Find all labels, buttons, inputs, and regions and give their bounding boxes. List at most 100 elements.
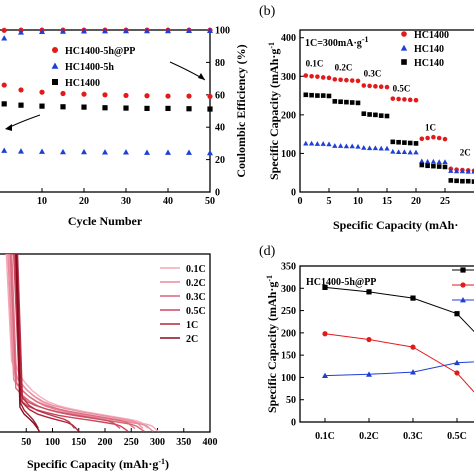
- panel-b-data-point: [343, 143, 350, 149]
- panel-b-data-point: [349, 143, 355, 149]
- panel-a-data-point: [165, 93, 171, 99]
- panel-b-data-point: [384, 145, 390, 151]
- panel-b-data-point: [355, 78, 361, 84]
- panel-b-rate-label: 0.3C: [364, 68, 382, 78]
- panel-c-legend-label: 1C: [186, 320, 198, 331]
- panel-c-legend-label: 0.2C: [186, 278, 206, 289]
- panel-b-data-point: [448, 178, 454, 183]
- panel-a-data-point: [60, 28, 66, 34]
- panel-b-data-point: [425, 135, 430, 141]
- panel-b-data-point: [332, 99, 338, 104]
- panel-a-data-point: [60, 104, 66, 110]
- panel-a-legend-marker: [52, 47, 58, 53]
- panel-b-data-point: [384, 84, 390, 90]
- panel-b-data-point: [373, 84, 378, 89]
- panel-a-legend-label: HC1400: [65, 78, 100, 89]
- panel-a-data-point: [60, 148, 66, 155]
- panel-b-data-point: [407, 140, 413, 146]
- panel-a-data-point: [207, 149, 213, 156]
- panel-b-data-point: [465, 178, 471, 184]
- panel-b-data-point: [320, 93, 326, 98]
- panel-b-data-point: [395, 149, 402, 155]
- panel-a-data-point: [1, 147, 8, 153]
- panel-b-data-point: [419, 136, 425, 142]
- panel-a-data-point: [123, 105, 129, 111]
- panel-b-data-point: [361, 111, 367, 116]
- panel-b-label: (b): [259, 4, 276, 19]
- panel-a-data-point: [1, 27, 7, 33]
- panel-c-x-tick-label: 350: [176, 437, 191, 448]
- panel-b-data-point: [436, 135, 442, 141]
- panel-b-data-point: [390, 96, 396, 101]
- panel-d-y-tick-label: 350: [281, 262, 296, 273]
- panel-b-data-point: [349, 100, 355, 105]
- panel-c-x-tick-label: 250: [124, 437, 139, 448]
- panel-b-legend-marker: [401, 59, 407, 65]
- panel-d-y-tick-label: 150: [281, 351, 296, 362]
- panel-a-data-point: [102, 105, 108, 111]
- panel-c-series-line-charge: [14, 254, 121, 429]
- panel-d-data-point: [410, 344, 416, 350]
- panel-a-data-point: [81, 91, 87, 97]
- panel-d-series-line: [324, 361, 474, 377]
- panel-b-data-point: [436, 159, 442, 165]
- panel-a-legend-marker: [51, 62, 59, 69]
- panel-c-series-line-charge: [15, 254, 39, 429]
- panel-c-series-line-charge: [7, 254, 149, 429]
- panel-c-series-line: [7, 254, 154, 432]
- panel-d-y-axis-title: Specific Capacity (mAh·g-1: [265, 275, 280, 413]
- panel-b-data-point: [419, 158, 425, 164]
- panel-b-data-point: [407, 97, 413, 103]
- panel-b-rate-label: 0.1C: [306, 59, 324, 69]
- panel-b-data-point: [402, 140, 407, 145]
- panel-d-legend-marker: [460, 267, 466, 273]
- panel-b-data-point: [401, 149, 408, 155]
- panel-a-data-point: [102, 27, 108, 34]
- panel-b-data-point: [349, 78, 355, 83]
- panel-d-series-line: [324, 286, 474, 380]
- panel-b-data-point: [303, 92, 309, 98]
- panel-a-legend-marker: [52, 79, 58, 85]
- panel-c-x-tick-label: 400: [203, 437, 218, 448]
- panel-b-data-point: [471, 179, 474, 184]
- panel-b-data-point: [407, 149, 413, 155]
- panel-d-data-point: [410, 295, 416, 301]
- panel-b-data-point: [459, 168, 466, 174]
- panel-b-data-point: [431, 134, 436, 140]
- panel-b-y-tick-label: 0: [291, 188, 296, 199]
- panel-d-y-tick-label: 100: [281, 373, 296, 384]
- panel-b-data-point: [361, 144, 367, 150]
- panel-c-x-tick-label: 50: [21, 437, 31, 448]
- panel-d-x-tick-label: 0.3C: [403, 431, 423, 442]
- panel-d-frame: [299, 265, 474, 423]
- panel-a-data-point: [165, 149, 171, 155]
- panel-d-series-line: [324, 333, 474, 393]
- panel-a-data-point: [81, 148, 87, 155]
- panel-a-data-point: [144, 27, 150, 34]
- panel-b-legend-label: HC140: [414, 44, 444, 55]
- panel-d-data-point: [410, 369, 416, 375]
- panel-c: 50 100 150 200 250 300 350 400 Specific Capacity…: [0, 253, 218, 471]
- panel-b-data-point: [419, 162, 425, 168]
- panel-b-data-point: [344, 99, 349, 105]
- panel-b-data-point: [453, 168, 460, 174]
- panel-b-rate-annotation: 1C=300mA·g-1: [305, 35, 368, 50]
- panel-d-data-point: [322, 331, 328, 337]
- panel-a-legend-label: HC1400-5h@PP: [65, 46, 135, 57]
- panel-b-data-point: [448, 168, 454, 173]
- panel-b-data-point: [326, 93, 332, 99]
- panel-a-x-axis-title: Cycle Number: [68, 214, 143, 228]
- panel-c-series-line: [9, 254, 145, 432]
- panel-a-data-point: [39, 89, 45, 95]
- panel-a-y-right-axis-title: Coulombic Efficiency (%): [234, 44, 248, 177]
- panel-b-data-point: [402, 97, 407, 102]
- panel-b-data-point: [373, 112, 378, 118]
- panel-b-data-point: [442, 136, 448, 142]
- panel-b-data-point: [460, 178, 465, 184]
- panel-a-data-point: [165, 27, 171, 34]
- panel-d-data-point: [322, 284, 328, 290]
- panel-a-data-point: [18, 102, 24, 108]
- panel-b-data-point: [372, 145, 379, 151]
- panel-b-data-point: [430, 158, 437, 164]
- panel-b-x-tick-label: 0: [298, 196, 303, 207]
